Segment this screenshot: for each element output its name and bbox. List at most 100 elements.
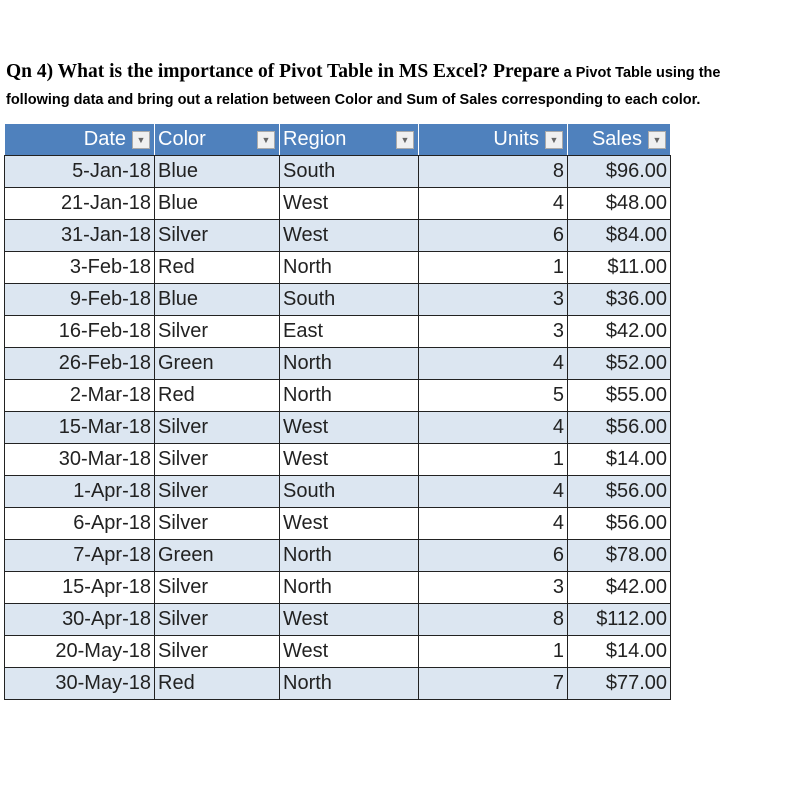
cell-date: 15-Mar-18 xyxy=(4,411,155,444)
cell-region: North xyxy=(279,667,419,700)
column-header-label: Date xyxy=(83,128,126,150)
cell-units: 4 xyxy=(418,187,568,220)
table-row: 5-Jan-18 Blue South 8 $96.00 xyxy=(4,155,671,188)
question-line-1: Qn 4) What is the importance of Pivot Ta… xyxy=(6,58,800,87)
cell-sales: $56.00 xyxy=(567,507,671,540)
cell-sales: $55.00 xyxy=(567,379,671,412)
table-row: 30-Apr-18 Silver West 8 $112.00 xyxy=(4,603,671,636)
question-serif-part: Qn 4) What is the importance of Pivot Ta… xyxy=(6,61,560,82)
cell-region: South xyxy=(279,283,419,316)
cell-units: 8 xyxy=(418,155,568,188)
cell-date: 6-Apr-18 xyxy=(4,507,155,540)
cell-date: 1-Apr-18 xyxy=(4,475,155,508)
cell-color: Red xyxy=(154,379,280,412)
cell-sales: $112.00 xyxy=(567,603,671,636)
table-header-row: Date ▼ Color ▼ Region ▼ Units ▼ Sales ▼ xyxy=(4,123,671,156)
cell-sales: $77.00 xyxy=(567,667,671,700)
cell-units: 1 xyxy=(418,251,568,284)
cell-date: 21-Jan-18 xyxy=(4,187,155,220)
table-row: 26-Feb-18 Green North 4 $52.00 xyxy=(4,347,671,380)
table-row: 15-Mar-18 Silver West 4 $56.00 xyxy=(4,411,671,444)
column-header-color: Color ▼ xyxy=(154,123,280,156)
cell-color: Silver xyxy=(154,443,280,476)
table-row: 2-Mar-18 Red North 5 $55.00 xyxy=(4,379,671,412)
cell-date: 30-Mar-18 xyxy=(4,443,155,476)
cell-sales: $14.00 xyxy=(567,443,671,476)
cell-region: South xyxy=(279,155,419,188)
column-header-label: Color xyxy=(158,128,206,150)
cell-region: East xyxy=(279,315,419,348)
cell-sales: $52.00 xyxy=(567,347,671,380)
cell-color: Green xyxy=(154,539,280,572)
cell-color: Silver xyxy=(154,635,280,668)
sales-data-table: Date ▼ Color ▼ Region ▼ Units ▼ Sales ▼ 5-Jan-18 B… xyxy=(4,123,671,700)
cell-sales: $96.00 xyxy=(567,155,671,188)
cell-date: 30-May-18 xyxy=(4,667,155,700)
cell-color: Blue xyxy=(154,283,280,316)
cell-units: 8 xyxy=(418,603,568,636)
cell-units: 5 xyxy=(418,379,568,412)
cell-units: 3 xyxy=(418,283,568,316)
table-row: 7-Apr-18 Green North 6 $78.00 xyxy=(4,539,671,572)
cell-sales: $84.00 xyxy=(567,219,671,252)
cell-region: North xyxy=(279,347,419,380)
cell-region: West xyxy=(279,411,419,444)
cell-sales: $11.00 xyxy=(567,251,671,284)
cell-region: South xyxy=(279,475,419,508)
filter-dropdown-icon[interactable]: ▼ xyxy=(648,131,666,149)
cell-color: Silver xyxy=(154,475,280,508)
cell-region: West xyxy=(279,443,419,476)
cell-units: 6 xyxy=(418,219,568,252)
cell-date: 9-Feb-18 xyxy=(4,283,155,316)
cell-color: Red xyxy=(154,667,280,700)
cell-sales: $56.00 xyxy=(567,475,671,508)
filter-dropdown-icon[interactable]: ▼ xyxy=(396,131,414,149)
cell-date: 7-Apr-18 xyxy=(4,539,155,572)
column-header-sales: Sales ▼ xyxy=(567,123,671,156)
cell-region: West xyxy=(279,219,419,252)
cell-sales: $56.00 xyxy=(567,411,671,444)
cell-units: 3 xyxy=(418,571,568,604)
question-line-2: following data and bring out a relation … xyxy=(6,92,701,108)
cell-units: 4 xyxy=(418,507,568,540)
cell-region: North xyxy=(279,251,419,284)
cell-region: West xyxy=(279,187,419,220)
cell-sales: $42.00 xyxy=(567,571,671,604)
table-row: 9-Feb-18 Blue South 3 $36.00 xyxy=(4,283,671,316)
column-header-label: Region xyxy=(283,128,347,150)
cell-color: Blue xyxy=(154,187,280,220)
cell-region: West xyxy=(279,603,419,636)
cell-color: Blue xyxy=(154,155,280,188)
cell-date: 2-Mar-18 xyxy=(4,379,155,412)
cell-color: Silver xyxy=(154,603,280,636)
cell-sales: $78.00 xyxy=(567,539,671,572)
cell-sales: $36.00 xyxy=(567,283,671,316)
table-row: 20-May-18 Silver West 1 $14.00 xyxy=(4,635,671,668)
column-header-label: Sales xyxy=(591,128,642,150)
filter-dropdown-icon[interactable]: ▼ xyxy=(257,131,275,149)
cell-units: 7 xyxy=(418,667,568,700)
cell-color: Silver xyxy=(154,571,280,604)
cell-date: 20-May-18 xyxy=(4,635,155,668)
cell-date: 16-Feb-18 xyxy=(4,315,155,348)
column-header-date: Date ▼ xyxy=(4,123,155,156)
cell-date: 26-Feb-18 xyxy=(4,347,155,380)
cell-units: 3 xyxy=(418,315,568,348)
cell-region: North xyxy=(279,379,419,412)
table-row: 30-Mar-18 Silver West 1 $14.00 xyxy=(4,443,671,476)
cell-color: Silver xyxy=(154,507,280,540)
table-row: 6-Apr-18 Silver West 4 $56.00 xyxy=(4,507,671,540)
cell-color: Red xyxy=(154,251,280,284)
cell-units: 6 xyxy=(418,539,568,572)
table-row: 31-Jan-18 Silver West 6 $84.00 xyxy=(4,219,671,252)
column-header-units: Units ▼ xyxy=(418,123,568,156)
cell-date: 31-Jan-18 xyxy=(4,219,155,252)
column-header-label: Units xyxy=(493,128,539,150)
filter-dropdown-icon[interactable]: ▼ xyxy=(545,131,563,149)
cell-units: 4 xyxy=(418,475,568,508)
cell-date: 5-Jan-18 xyxy=(4,155,155,188)
question-text: Qn 4) What is the importance of Pivot Ta… xyxy=(6,58,800,113)
cell-date: 15-Apr-18 xyxy=(4,571,155,604)
cell-region: North xyxy=(279,539,419,572)
filter-dropdown-icon[interactable]: ▼ xyxy=(132,131,150,149)
